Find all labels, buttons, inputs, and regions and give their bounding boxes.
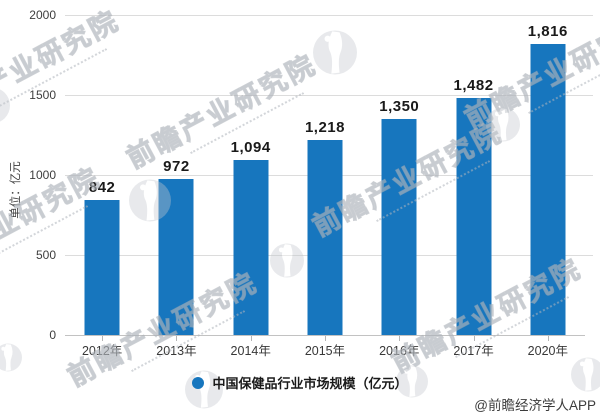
x-axis-tick — [324, 336, 326, 341]
legend-label: 中国保健品行业市场规模（亿元） — [212, 376, 408, 391]
x-tick-label: 2020年 — [527, 344, 568, 358]
bar — [456, 98, 492, 335]
bar-column: 1,350 2016年 — [362, 15, 436, 358]
y-tick-label: 2000 — [29, 8, 56, 22]
x-tick-label: 2013年 — [156, 344, 197, 358]
y-axis-title: 单位：亿元 — [10, 161, 22, 219]
plot-area: 842 2012年 972 2013年 1,094 2014年 1,218 2015年 1,35… — [65, 15, 593, 358]
bar-column: 842 2012年 — [65, 15, 139, 358]
bar — [530, 44, 566, 335]
bar-series: 842 2012年 972 2013年 1,094 2014年 1,218 2015年 1,35… — [65, 15, 585, 358]
bar-column: 1,094 2014年 — [214, 15, 288, 358]
bar — [307, 140, 343, 335]
y-tick-label: 1000 — [29, 168, 56, 182]
x-axis-tick — [399, 336, 401, 341]
attribution-text: @前瞻经济学人APP — [474, 398, 596, 413]
y-tick-label: 1500 — [29, 88, 56, 102]
bar-value-label: 842 — [88, 179, 116, 196]
bar-value-label: 1,094 — [230, 139, 271, 156]
bar-column: 1,218 2015年 — [288, 15, 362, 358]
bar-value-label: 1,482 — [453, 77, 494, 94]
bar-value-label: 972 — [163, 158, 190, 175]
bar-value-label: 1,350 — [379, 98, 420, 115]
x-axis-tick — [547, 336, 549, 341]
x-tick-label: 2015年 — [304, 344, 346, 358]
bar-value-label: 1,816 — [527, 23, 568, 40]
bar-value-label: 1,218 — [304, 119, 345, 136]
gridline — [65, 95, 593, 96]
x-axis-tick — [250, 336, 252, 341]
bar — [158, 179, 194, 335]
bar — [233, 160, 269, 335]
y-tick-label: 500 — [35, 248, 56, 262]
bar-column: 1,816 2020年 — [511, 15, 585, 358]
legend: 中国保健品行业市场规模（亿元） — [0, 373, 600, 392]
bar — [84, 200, 120, 335]
x-tick-label: 2016年 — [379, 344, 420, 358]
legend-marker-icon — [192, 376, 205, 389]
bar — [381, 119, 417, 335]
x-tick-label: 2014年 — [230, 344, 271, 358]
bar-column: 1,482 2017年 — [436, 15, 510, 358]
watermark-logo-icon — [0, 343, 22, 377]
x-tick-label: 2012年 — [81, 344, 123, 358]
gridline — [65, 15, 593, 16]
x-axis-tick — [473, 336, 475, 341]
x-axis-tick — [176, 336, 178, 341]
bar-column: 972 2013年 — [139, 15, 213, 358]
y-tick-label: 0 — [49, 328, 56, 342]
x-axis-tick — [102, 336, 104, 341]
x-tick-label: 2017年 — [453, 344, 494, 358]
